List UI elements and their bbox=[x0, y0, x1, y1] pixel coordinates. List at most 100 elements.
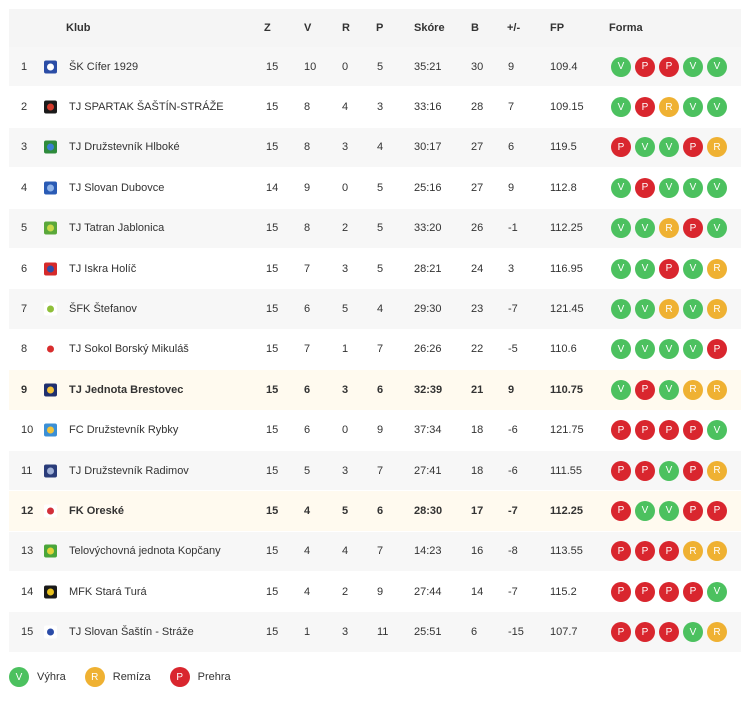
form-badge[interactable]: P bbox=[683, 218, 703, 239]
form-badge[interactable]: P bbox=[611, 460, 631, 481]
form-badge[interactable]: V bbox=[611, 299, 631, 320]
table-row[interactable]: 15 TJ Slovan Šaštín - Stráže 15 1 3 11 25:51 6-… bbox=[9, 612, 741, 653]
form-badge[interactable]: V bbox=[707, 581, 727, 602]
form-badge[interactable]: V bbox=[611, 379, 631, 400]
club-name[interactable]: TJ SPARTAK ŠAŠTÍN-STRÁŽE bbox=[69, 101, 224, 114]
form-badge[interactable]: P bbox=[635, 581, 655, 602]
form-badge[interactable]: P bbox=[683, 460, 703, 481]
form-badge[interactable]: P bbox=[635, 541, 655, 562]
form-badge[interactable]: P bbox=[659, 56, 679, 77]
form-badge[interactable]: R bbox=[683, 541, 703, 562]
club-name[interactable]: TJ Slovan Šaštín - Stráže bbox=[69, 626, 194, 639]
form-badge[interactable]: P bbox=[659, 258, 679, 279]
form-badge[interactable]: R bbox=[707, 137, 727, 158]
club-name[interactable]: FC Družstevník Rybky bbox=[69, 424, 179, 437]
form-badge[interactable]: V bbox=[635, 137, 655, 158]
form-badge[interactable]: P bbox=[611, 420, 631, 441]
form-badge[interactable]: V bbox=[683, 177, 703, 198]
form-badge[interactable]: V bbox=[683, 56, 703, 77]
form-badge[interactable]: R bbox=[659, 97, 679, 118]
form-badge[interactable]: P bbox=[659, 622, 679, 643]
club-name[interactable]: TJ Tatran Jablonica bbox=[69, 222, 165, 235]
form-badge[interactable]: V bbox=[683, 299, 703, 320]
form-badge[interactable]: V bbox=[659, 460, 679, 481]
table-row[interactable]: 4 TJ Slovan Dubovce 14 9 0 5 25:16 27 9 112.8 V P V V… bbox=[9, 168, 741, 209]
form-badge[interactable]: P bbox=[611, 622, 631, 643]
form-badge[interactable]: V bbox=[707, 177, 727, 198]
form-badge[interactable]: P bbox=[707, 339, 727, 360]
form-badge[interactable]: V bbox=[683, 97, 703, 118]
form-badge[interactable]: V bbox=[683, 622, 703, 643]
table-row[interactable]: 12 FK Oreské 15 4 5 6 28:30 17 -7 112.25 P V V P P bbox=[9, 491, 741, 532]
form-badge[interactable]: R bbox=[707, 299, 727, 320]
form-badge[interactable]: P bbox=[683, 500, 703, 521]
form-badge[interactable]: V bbox=[635, 339, 655, 360]
table-row[interactable]: 14 MFK Stará Turá 15 4 2 9 27:44 14 -7 115.2 P P P P V bbox=[9, 572, 741, 613]
table-row[interactable]: 5 TJ Tatran Jablonica 15 8 2 5 33:20 26 -1 112.25… bbox=[9, 208, 741, 249]
form-badge[interactable]: V bbox=[659, 177, 679, 198]
form-badge[interactable]: P bbox=[611, 541, 631, 562]
form-badge[interactable]: P bbox=[707, 500, 727, 521]
table-row[interactable]: 1 ŠK Cífer 1929 15 10 0 5 35:21 30 9 109.4 V P P V V bbox=[9, 47, 741, 88]
table-row[interactable]: 13 Telovýchovná jednota Kopčany 15 4 4 7 14:23… bbox=[9, 531, 741, 573]
form-badge[interactable]: V bbox=[611, 177, 631, 198]
club-name[interactable]: TJ Družstevník Radimov bbox=[69, 464, 189, 477]
form-badge[interactable]: P bbox=[683, 581, 703, 602]
form-badge[interactable]: V bbox=[659, 137, 679, 158]
form-badge[interactable]: V bbox=[683, 258, 703, 279]
form-badge[interactable]: V bbox=[611, 218, 631, 239]
form-badge[interactable]: V bbox=[659, 379, 679, 400]
club-name[interactable]: FK Oreské bbox=[69, 504, 125, 517]
form-badge[interactable]: P bbox=[635, 177, 655, 198]
form-badge[interactable]: V bbox=[611, 258, 631, 279]
form-badge[interactable]: P bbox=[659, 541, 679, 562]
club-name[interactable]: TJ Jednota Brestovec bbox=[69, 383, 184, 396]
form-badge[interactable]: P bbox=[635, 56, 655, 77]
club-name[interactable]: TJ Slovan Dubovce bbox=[69, 181, 165, 194]
table-row[interactable]: 7 ŠFK Štefanov 15 6 5 4 29:30 23 -7 121.45 V V R V R bbox=[9, 289, 741, 330]
form-badge[interactable]: R bbox=[707, 460, 727, 481]
form-badge[interactable]: V bbox=[635, 299, 655, 320]
table-row[interactable]: 2 TJ SPARTAK ŠAŠTÍN-STRÁŽE 15 8 4 3 33:16 28 7 10… bbox=[9, 87, 741, 128]
table-row[interactable]: 6 TJ Iskra Holíč 15 7 3 5 28:21 24 3 116.95 V V P V R bbox=[9, 248, 741, 290]
form-badge[interactable]: P bbox=[659, 581, 679, 602]
table-row[interactable]: 11 TJ Družstevník Radimov 15 5 3 7 27:41 18 -6 11… bbox=[9, 450, 741, 492]
form-badge[interactable]: V bbox=[611, 339, 631, 360]
form-badge[interactable]: P bbox=[611, 137, 631, 158]
form-badge[interactable]: P bbox=[683, 137, 703, 158]
form-badge[interactable]: V bbox=[635, 218, 655, 239]
form-badge[interactable]: R bbox=[707, 541, 727, 562]
form-badge[interactable]: R bbox=[707, 622, 727, 643]
form-badge[interactable]: V bbox=[659, 339, 679, 360]
form-badge[interactable]: V bbox=[707, 218, 727, 239]
club-name[interactable]: TJ Družstevník Hlboké bbox=[69, 141, 180, 154]
form-badge[interactable]: R bbox=[707, 379, 727, 400]
form-badge[interactable]: R bbox=[659, 218, 679, 239]
form-badge[interactable]: P bbox=[611, 500, 631, 521]
form-badge[interactable]: V bbox=[635, 258, 655, 279]
form-badge[interactable]: R bbox=[707, 258, 727, 279]
form-badge[interactable]: V bbox=[611, 97, 631, 118]
form-badge[interactable]: P bbox=[659, 420, 679, 441]
club-name[interactable]: TJ Iskra Holíč bbox=[69, 262, 137, 275]
form-badge[interactable]: P bbox=[635, 420, 655, 441]
form-badge[interactable]: P bbox=[635, 97, 655, 118]
form-badge[interactable]: V bbox=[683, 339, 703, 360]
form-badge[interactable]: P bbox=[635, 379, 655, 400]
club-name[interactable]: TJ Sokol Borský Mikuláš bbox=[69, 343, 189, 356]
form-badge[interactable]: P bbox=[611, 581, 631, 602]
club-name[interactable]: Telovýchovná jednota Kopčany bbox=[69, 545, 221, 558]
form-badge[interactable]: V bbox=[707, 56, 727, 77]
club-name[interactable]: ŠFK Štefanov bbox=[69, 303, 137, 316]
form-badge[interactable]: R bbox=[683, 379, 703, 400]
table-row[interactable]: 10 FC Družstevník Rybky 15 6 0 9 37:34 18 -6 121.… bbox=[9, 410, 741, 451]
form-badge[interactable]: V bbox=[611, 56, 631, 77]
table-row[interactable]: 3 TJ Družstevník Hlboké 15 8 3 4 30:17 27 6 119.5… bbox=[9, 127, 741, 169]
form-badge[interactable]: V bbox=[707, 97, 727, 118]
club-name[interactable]: MFK Stará Turá bbox=[69, 585, 147, 598]
form-badge[interactable]: R bbox=[659, 299, 679, 320]
form-badge[interactable]: P bbox=[683, 420, 703, 441]
form-badge[interactable]: V bbox=[707, 420, 727, 441]
form-badge[interactable]: V bbox=[659, 500, 679, 521]
table-row[interactable]: 9 TJ Jednota Brestovec 15 6 3 6 32:39 21 9 110.75… bbox=[9, 370, 741, 411]
